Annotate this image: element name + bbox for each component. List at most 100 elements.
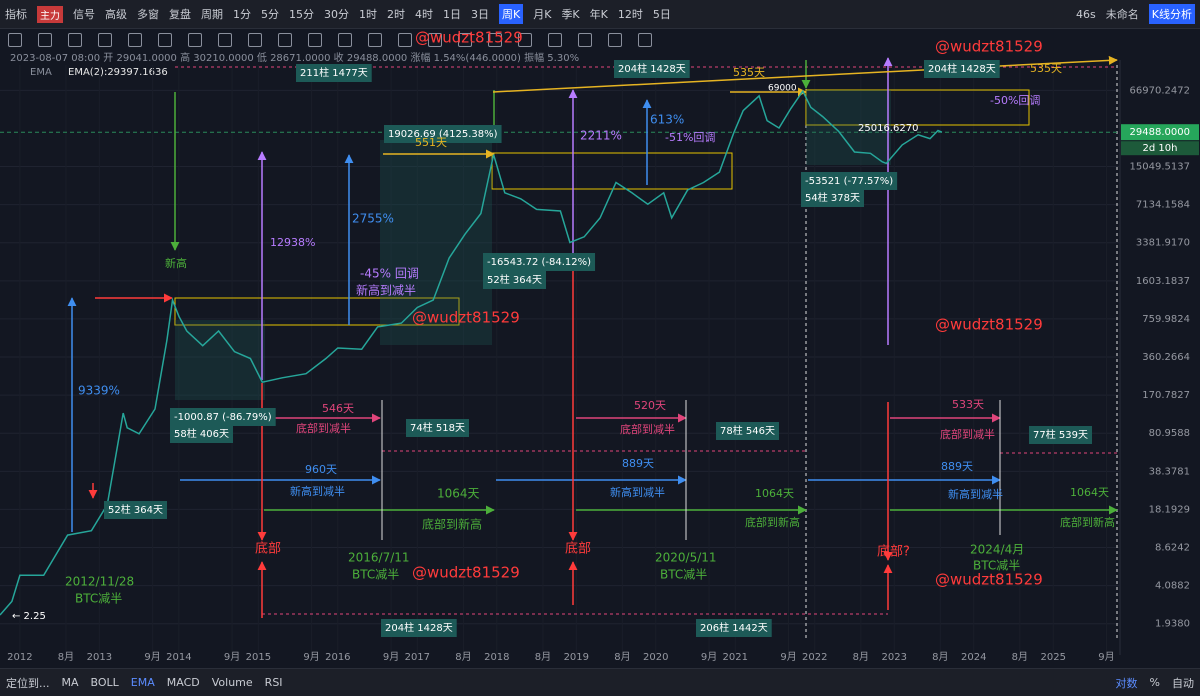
tool-icon[interactable] [188,33,202,47]
toolbar-item[interactable]: 指标 [5,8,27,21]
tool-icon[interactable] [278,33,292,47]
tool-icon[interactable] [308,33,322,47]
toolbar-item[interactable]: 周期 [201,8,223,21]
tool-icon[interactable] [98,33,112,47]
toolbar-item[interactable]: 46s [1076,7,1096,21]
annotation: @wudzt81529 [412,564,520,582]
annotation: 77柱 539天 [1033,428,1088,441]
annotation: 底部到减半 [620,422,675,436]
x-tick-label: 8月 [455,651,471,663]
annotation-box [384,125,502,143]
indicator-tab[interactable]: BOLL [90,676,119,689]
tool-icon[interactable] [608,33,622,47]
annotation: 12938% [270,236,315,249]
scale-option[interactable]: 自动 [1172,676,1194,690]
zone [174,297,460,326]
toolbar-item[interactable]: 多窗 [137,8,159,21]
toolbar-item[interactable]: 年K [589,8,608,21]
tool-icon[interactable] [218,33,232,47]
annotation: 52柱 364天 [487,273,542,286]
tool-icon[interactable] [338,33,352,47]
toolbar-item[interactable]: 月K [533,8,552,21]
annotation: @wudzt81529 [412,309,520,327]
indicator-tab[interactable]: MACD [166,676,200,689]
toolbar-item[interactable]: 5日 [652,8,671,21]
annotation-box [801,172,898,190]
countdown-label: 2d 10h [1143,143,1178,154]
tool-icon[interactable] [428,33,442,47]
annotation: 535天 [1030,62,1062,75]
toolbar-item[interactable]: 30分 [324,8,349,21]
tool-icon[interactable] [398,33,412,47]
toolbar-item[interactable]: 信号 [73,8,95,21]
annotation-box [1029,426,1092,444]
toolbar-item[interactable]: K线分析 [1148,4,1195,24]
annotation: 889天 [622,457,654,470]
toolbar-item[interactable]: 高级 [105,8,127,21]
bottom-toolbar: 定位到... MA BOLL EMA MACD Volume RSI 对数% 自动 [0,668,1200,696]
toolbar-item[interactable]: 1时 [359,8,377,21]
y-tick-label: 18.1929 [1149,504,1190,515]
annotation: 2012/11/28 [65,575,134,589]
scale-option[interactable]: 对数 [1115,676,1138,690]
annotation: 520天 [634,399,666,412]
annotation-box [104,501,167,519]
indicator-tab[interactable]: EMA [130,676,155,689]
x-tick-label: 2015 [246,652,271,663]
annotation: -16543.72 (-84.12%) [487,257,591,268]
toolbar-item[interactable]: 5分 [261,8,279,21]
annotation-box [924,60,1000,78]
toolbar-item[interactable]: 3日 [471,8,489,21]
tool-icon[interactable] [548,33,562,47]
toolbar-item[interactable]: 主力 [37,5,63,23]
annotation: 19026.69 (4125.38%) [388,129,498,140]
toolbar-item[interactable]: 12时 [617,8,643,21]
indicator-tab[interactable]: RSI [264,676,283,689]
indicator-tab[interactable]: Volume [211,676,253,689]
x-tick-label: 2020 [643,652,668,663]
toolbar-item[interactable]: 2时 [387,8,405,21]
toolbar-item[interactable]: 季K [561,8,580,21]
tool-icon[interactable] [248,33,262,47]
tool-icon[interactable] [68,33,82,47]
annotation: BTC减半 [352,568,399,582]
toolbar-item[interactable]: 1日 [443,8,461,21]
tool-icon[interactable] [158,33,172,47]
toolbar-item[interactable]: 4时 [415,8,433,21]
annotation-box [483,253,596,271]
x-tick-label: 2025 [1041,652,1066,663]
tool-icon[interactable] [638,33,652,47]
ema-value: EMA(2):29397.1636 [68,67,168,78]
annotation: 54柱 378天 [805,191,860,204]
annotation: 底部 [255,541,281,557]
x-tick-label: 2014 [166,652,191,663]
annotation: 535天 [733,66,765,79]
tool-icon[interactable] [368,33,382,47]
tool-icon[interactable] [518,33,532,47]
indicator-tab[interactable]: 定位到... [6,676,50,690]
toolbar-item[interactable]: 未命名 [1105,8,1139,21]
tool-icon[interactable] [578,33,592,47]
tool-icon[interactable] [8,33,22,47]
annotation-box [614,60,690,78]
zone [805,89,1030,126]
toolbar-item[interactable]: 15分 [289,8,314,21]
tool-icon[interactable] [38,33,52,47]
annotation: 206柱 1442天 [700,621,768,634]
tool-icon[interactable] [128,33,142,47]
annotation: -50%回调 [990,94,1040,107]
scale-option[interactable]: % [1149,676,1160,689]
toolbar-item[interactable]: 复盘 [169,8,191,21]
y-tick-label: 7134.1584 [1136,200,1190,211]
toolbar-item[interactable]: 周K [499,4,524,24]
indicator-tab[interactable]: MA [61,676,79,689]
annotation: -53521 (-77.57%) [805,176,893,187]
tool-icon[interactable] [488,33,502,47]
tool-icon[interactable] [458,33,472,47]
annotation: ← 2.25 [12,611,46,622]
annotation: 新高到减半 [948,487,1003,501]
toolbar-item[interactable]: 1分 [233,8,251,21]
x-tick-label: 2024 [961,652,986,663]
zone [491,152,733,190]
